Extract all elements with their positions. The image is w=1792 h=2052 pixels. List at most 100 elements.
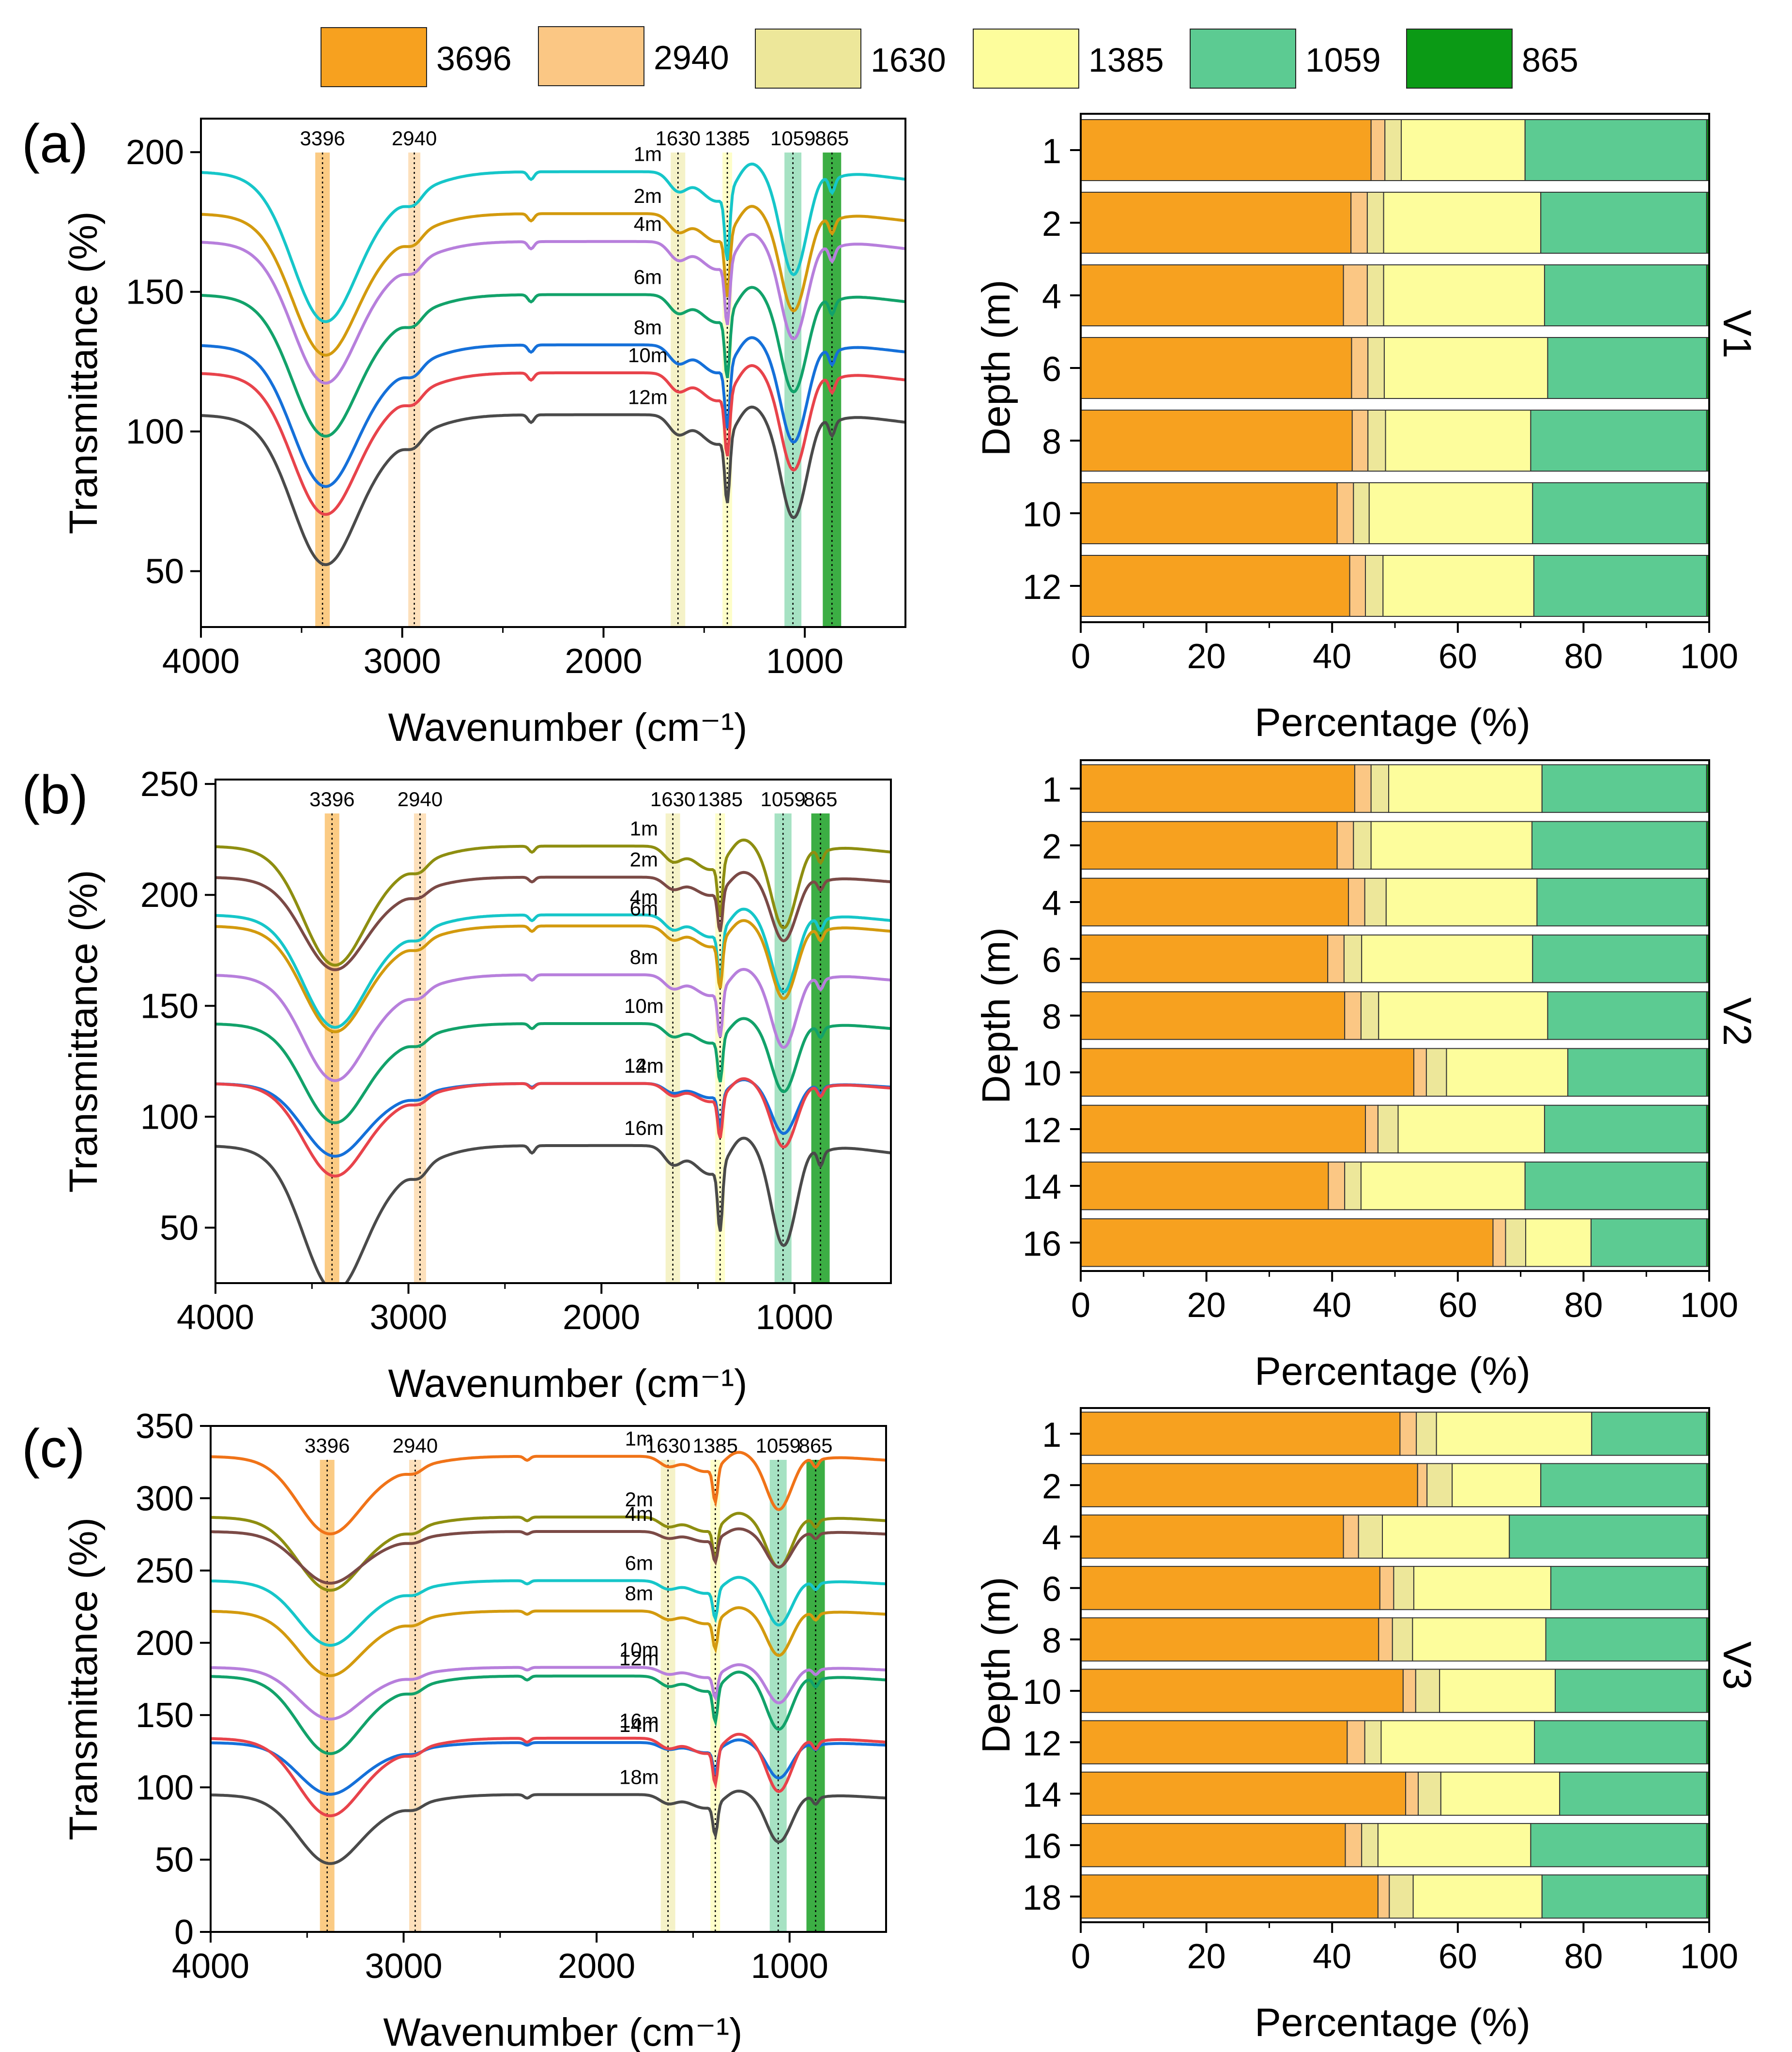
bar-14m-2940 [1405, 1771, 1419, 1816]
bar-4m-1059 [1544, 264, 1707, 326]
bar-12m-2940 [1364, 1104, 1378, 1154]
trace-label-1m: 1m [630, 817, 658, 840]
bar-2m-1059 [1540, 1463, 1707, 1507]
bar-2m-1059 [1540, 192, 1707, 254]
bar-1m-1059 [1541, 764, 1707, 813]
y-tick-label: 0 [174, 1913, 194, 1952]
bar-8m-1385 [1412, 1617, 1547, 1662]
band-1630 [665, 813, 680, 1283]
trace-2m [215, 871, 890, 971]
bar-1m-1385 [1436, 1411, 1593, 1456]
bar-6m-1059 [1532, 934, 1707, 983]
bar-18m-3696 [1080, 1874, 1378, 1919]
trace-label-8m: 8m [625, 1582, 653, 1605]
trace-label-6m: 6m [630, 897, 658, 919]
band-label-1059: 1059 [755, 1434, 800, 1457]
bar-6m-2940 [1379, 1566, 1394, 1610]
y-tick-label: 200 [126, 133, 184, 172]
x-tick-label: 20 [1187, 637, 1226, 676]
legend-swatch-1059 [1190, 29, 1296, 89]
trace-12m [201, 405, 905, 567]
bar-8m-2940 [1344, 991, 1362, 1040]
band-label-865: 865 [803, 788, 837, 811]
y-tick-label: 150 [140, 987, 199, 1026]
trace-14m [215, 1077, 890, 1178]
bar-6m-2940 [1351, 337, 1369, 399]
bar-18m-1059 [1541, 1874, 1707, 1919]
bar-6m-3696 [1080, 934, 1329, 983]
bar-6m-1630 [1343, 934, 1363, 983]
trace-14m [211, 1738, 886, 1796]
x-tick-label: 60 [1439, 1286, 1477, 1325]
bar-14m-1630 [1418, 1771, 1441, 1816]
bar-4m-3696 [1080, 877, 1349, 927]
x-tick-label: 0 [1071, 1937, 1090, 1976]
trace-label-10m: 10m [619, 1639, 659, 1661]
x-tick-label: 4000 [177, 1298, 254, 1337]
band-label-1630: 1630 [656, 127, 701, 150]
bar-14m-1385 [1360, 1161, 1526, 1210]
x-tick-label: 100 [1680, 1937, 1738, 1976]
trace-12m [211, 1670, 886, 1755]
bar-1m-2940 [1354, 764, 1372, 813]
x-axis-title: Percentage (%) [1255, 2001, 1531, 2045]
y-tick-label: 16 [1023, 1225, 1061, 1263]
y-axis-title: Transmittance (%) [61, 870, 106, 1193]
trace-label-12m: 12m [628, 386, 668, 409]
legend-label-1059: 1059 [1305, 41, 1381, 79]
trace-label-4m: 4m [634, 213, 662, 235]
bar-14m-1059 [1524, 1161, 1707, 1210]
x-tick-label: 100 [1680, 637, 1738, 676]
x-tick-label: 40 [1313, 637, 1351, 676]
bar-10m-1385 [1446, 1048, 1568, 1097]
bar-8m-2940 [1378, 1617, 1393, 1662]
bar-6m-3696 [1080, 1566, 1380, 1610]
trace-label-18m: 18m [619, 1765, 659, 1788]
bar-1m-2940 [1399, 1411, 1417, 1456]
panel-label-panel_b: (b) [22, 765, 88, 825]
trace-label-2m: 2m [630, 848, 658, 871]
bar-16m-1630 [1361, 1823, 1378, 1868]
y-tick-label: 4 [1042, 884, 1061, 923]
bar-10m-3696 [1080, 1669, 1404, 1713]
bar-4m-1630 [1364, 877, 1387, 927]
bar-1m-1630 [1384, 119, 1402, 181]
bar-1m-3696 [1080, 764, 1355, 813]
bar-8m-1385 [1378, 991, 1548, 1040]
x-tick-label: 100 [1680, 1286, 1738, 1325]
side-label-v3: V3 [1715, 1641, 1759, 1690]
y-tick-label: 18 [1023, 1879, 1061, 1917]
legend-swatch-2940 [538, 26, 644, 86]
bar-4m-1630 [1358, 1514, 1383, 1559]
legend-label-3696: 3696 [436, 40, 512, 77]
bar-12m-1059 [1534, 1720, 1707, 1764]
y-axis-title: Transmittance (%) [61, 1517, 106, 1840]
y-tick-label: 4 [1042, 1519, 1061, 1558]
x-tick-label: 20 [1187, 1937, 1226, 1976]
y-tick-label: 6 [1042, 350, 1061, 389]
x-tick-label: 3000 [364, 642, 441, 681]
band-label-1630: 1630 [645, 1434, 690, 1457]
bar-16m-1385 [1377, 1823, 1532, 1868]
x-tick-label: 1000 [751, 1947, 828, 1986]
band-label-2940: 2940 [393, 1434, 438, 1457]
bar-2m-1059 [1531, 821, 1707, 870]
x-tick-label: 60 [1439, 637, 1477, 676]
bar-6m-1385 [1361, 934, 1533, 983]
bar-12m-1630 [1364, 555, 1384, 617]
y-tick-label: 50 [155, 1841, 194, 1880]
band-label-1385: 1385 [698, 788, 743, 811]
bar-18m-1385 [1412, 1874, 1543, 1919]
bar-12m-3696 [1080, 555, 1350, 617]
bar-12m-2940 [1349, 555, 1366, 617]
bar-10m-2940 [1413, 1048, 1427, 1097]
bar-12m-1385 [1397, 1104, 1545, 1154]
trace-1m [211, 1451, 886, 1535]
trace-label-12m: 12m [624, 1055, 664, 1077]
bar-10m-2940 [1402, 1669, 1416, 1713]
x-tick-label: 1000 [756, 1298, 833, 1337]
bar-8m-1630 [1367, 410, 1386, 472]
bar-6m-1385 [1413, 1566, 1551, 1610]
